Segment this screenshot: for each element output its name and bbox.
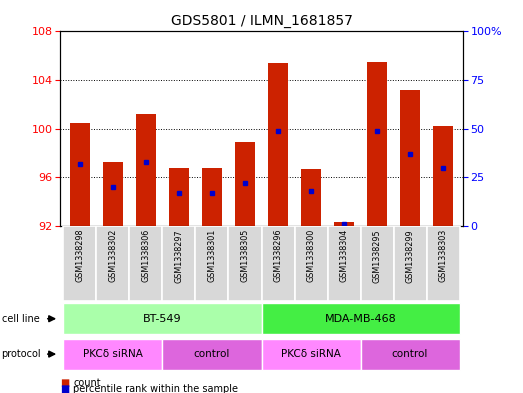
Bar [136,114,156,226]
Text: MDA-MB-468: MDA-MB-468 [325,314,396,324]
Bar [262,226,294,301]
Bar [103,162,123,226]
Text: cell line: cell line [2,314,39,324]
Bar [262,338,360,370]
Text: GSM1338299: GSM1338299 [405,229,415,283]
Bar [235,142,255,226]
Text: GSM1338297: GSM1338297 [175,229,184,283]
Bar [301,169,321,226]
Bar [196,226,229,301]
Text: GSM1338304: GSM1338304 [339,229,348,282]
Bar [427,226,460,301]
Bar [294,226,327,301]
Bar [130,226,163,301]
Bar [202,168,222,226]
Bar [63,303,262,334]
Bar [163,226,196,301]
Text: GSM1338295: GSM1338295 [372,229,382,283]
Bar [393,226,427,301]
Title: GDS5801 / ILMN_1681857: GDS5801 / ILMN_1681857 [170,14,353,28]
Text: GSM1338301: GSM1338301 [208,229,217,282]
Bar [334,222,354,226]
Bar [360,338,460,370]
Text: GSM1338303: GSM1338303 [439,229,448,282]
Text: GSM1338300: GSM1338300 [306,229,315,282]
Text: GSM1338298: GSM1338298 [75,229,84,283]
Bar [163,338,262,370]
Bar [169,168,189,226]
Text: GSM1338296: GSM1338296 [274,229,282,283]
Bar [327,226,360,301]
Text: GSM1338305: GSM1338305 [241,229,249,282]
Bar [70,123,90,226]
Bar [63,338,163,370]
Bar [367,62,387,226]
Text: PKCδ siRNA: PKCδ siRNA [281,349,341,359]
Bar [229,226,262,301]
Text: GSM1338306: GSM1338306 [141,229,151,282]
Bar [96,226,130,301]
Text: BT-549: BT-549 [143,314,182,324]
Text: ■: ■ [60,384,70,393]
Text: GSM1338302: GSM1338302 [108,229,118,282]
Bar [400,90,420,226]
Text: control: control [392,349,428,359]
Text: control: control [194,349,230,359]
Text: protocol: protocol [2,349,41,359]
Bar [63,226,96,301]
Bar [268,63,288,226]
Text: count: count [73,378,101,388]
Bar [360,226,393,301]
Text: ■: ■ [60,378,70,388]
Text: percentile rank within the sample: percentile rank within the sample [73,384,238,393]
Bar [433,126,453,226]
Bar [262,303,460,334]
Text: PKCδ siRNA: PKCδ siRNA [83,349,143,359]
